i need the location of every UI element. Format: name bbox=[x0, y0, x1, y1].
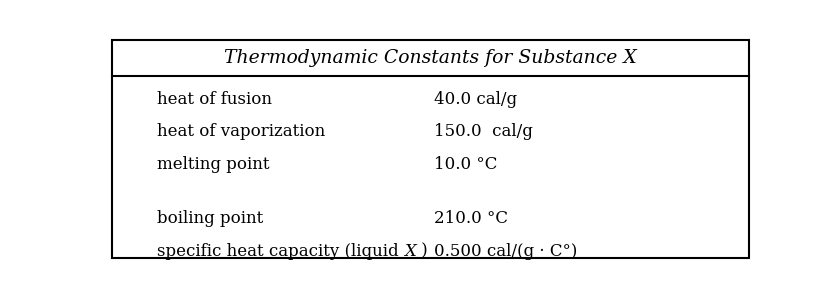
FancyBboxPatch shape bbox=[112, 40, 749, 258]
Text: 0.500 cal/(g · C°): 0.500 cal/(g · C°) bbox=[433, 243, 577, 260]
Text: 150.0  cal/g: 150.0 cal/g bbox=[433, 123, 533, 140]
Text: ): ) bbox=[416, 243, 428, 260]
Text: 10.0 °C: 10.0 °C bbox=[433, 156, 497, 173]
Text: heat of fusion: heat of fusion bbox=[157, 91, 272, 107]
Text: specific heat capacity (liquid: specific heat capacity (liquid bbox=[157, 243, 404, 260]
Text: 210.0 °C: 210.0 °C bbox=[433, 210, 507, 227]
Text: Thermodynamic Constants for Substance X: Thermodynamic Constants for Substance X bbox=[224, 49, 637, 67]
Text: X: X bbox=[404, 243, 416, 260]
Text: boiling point: boiling point bbox=[157, 210, 263, 227]
Text: heat of vaporization: heat of vaporization bbox=[157, 123, 325, 140]
Text: melting point: melting point bbox=[157, 156, 270, 173]
Text: 40.0 cal/g: 40.0 cal/g bbox=[433, 91, 517, 107]
